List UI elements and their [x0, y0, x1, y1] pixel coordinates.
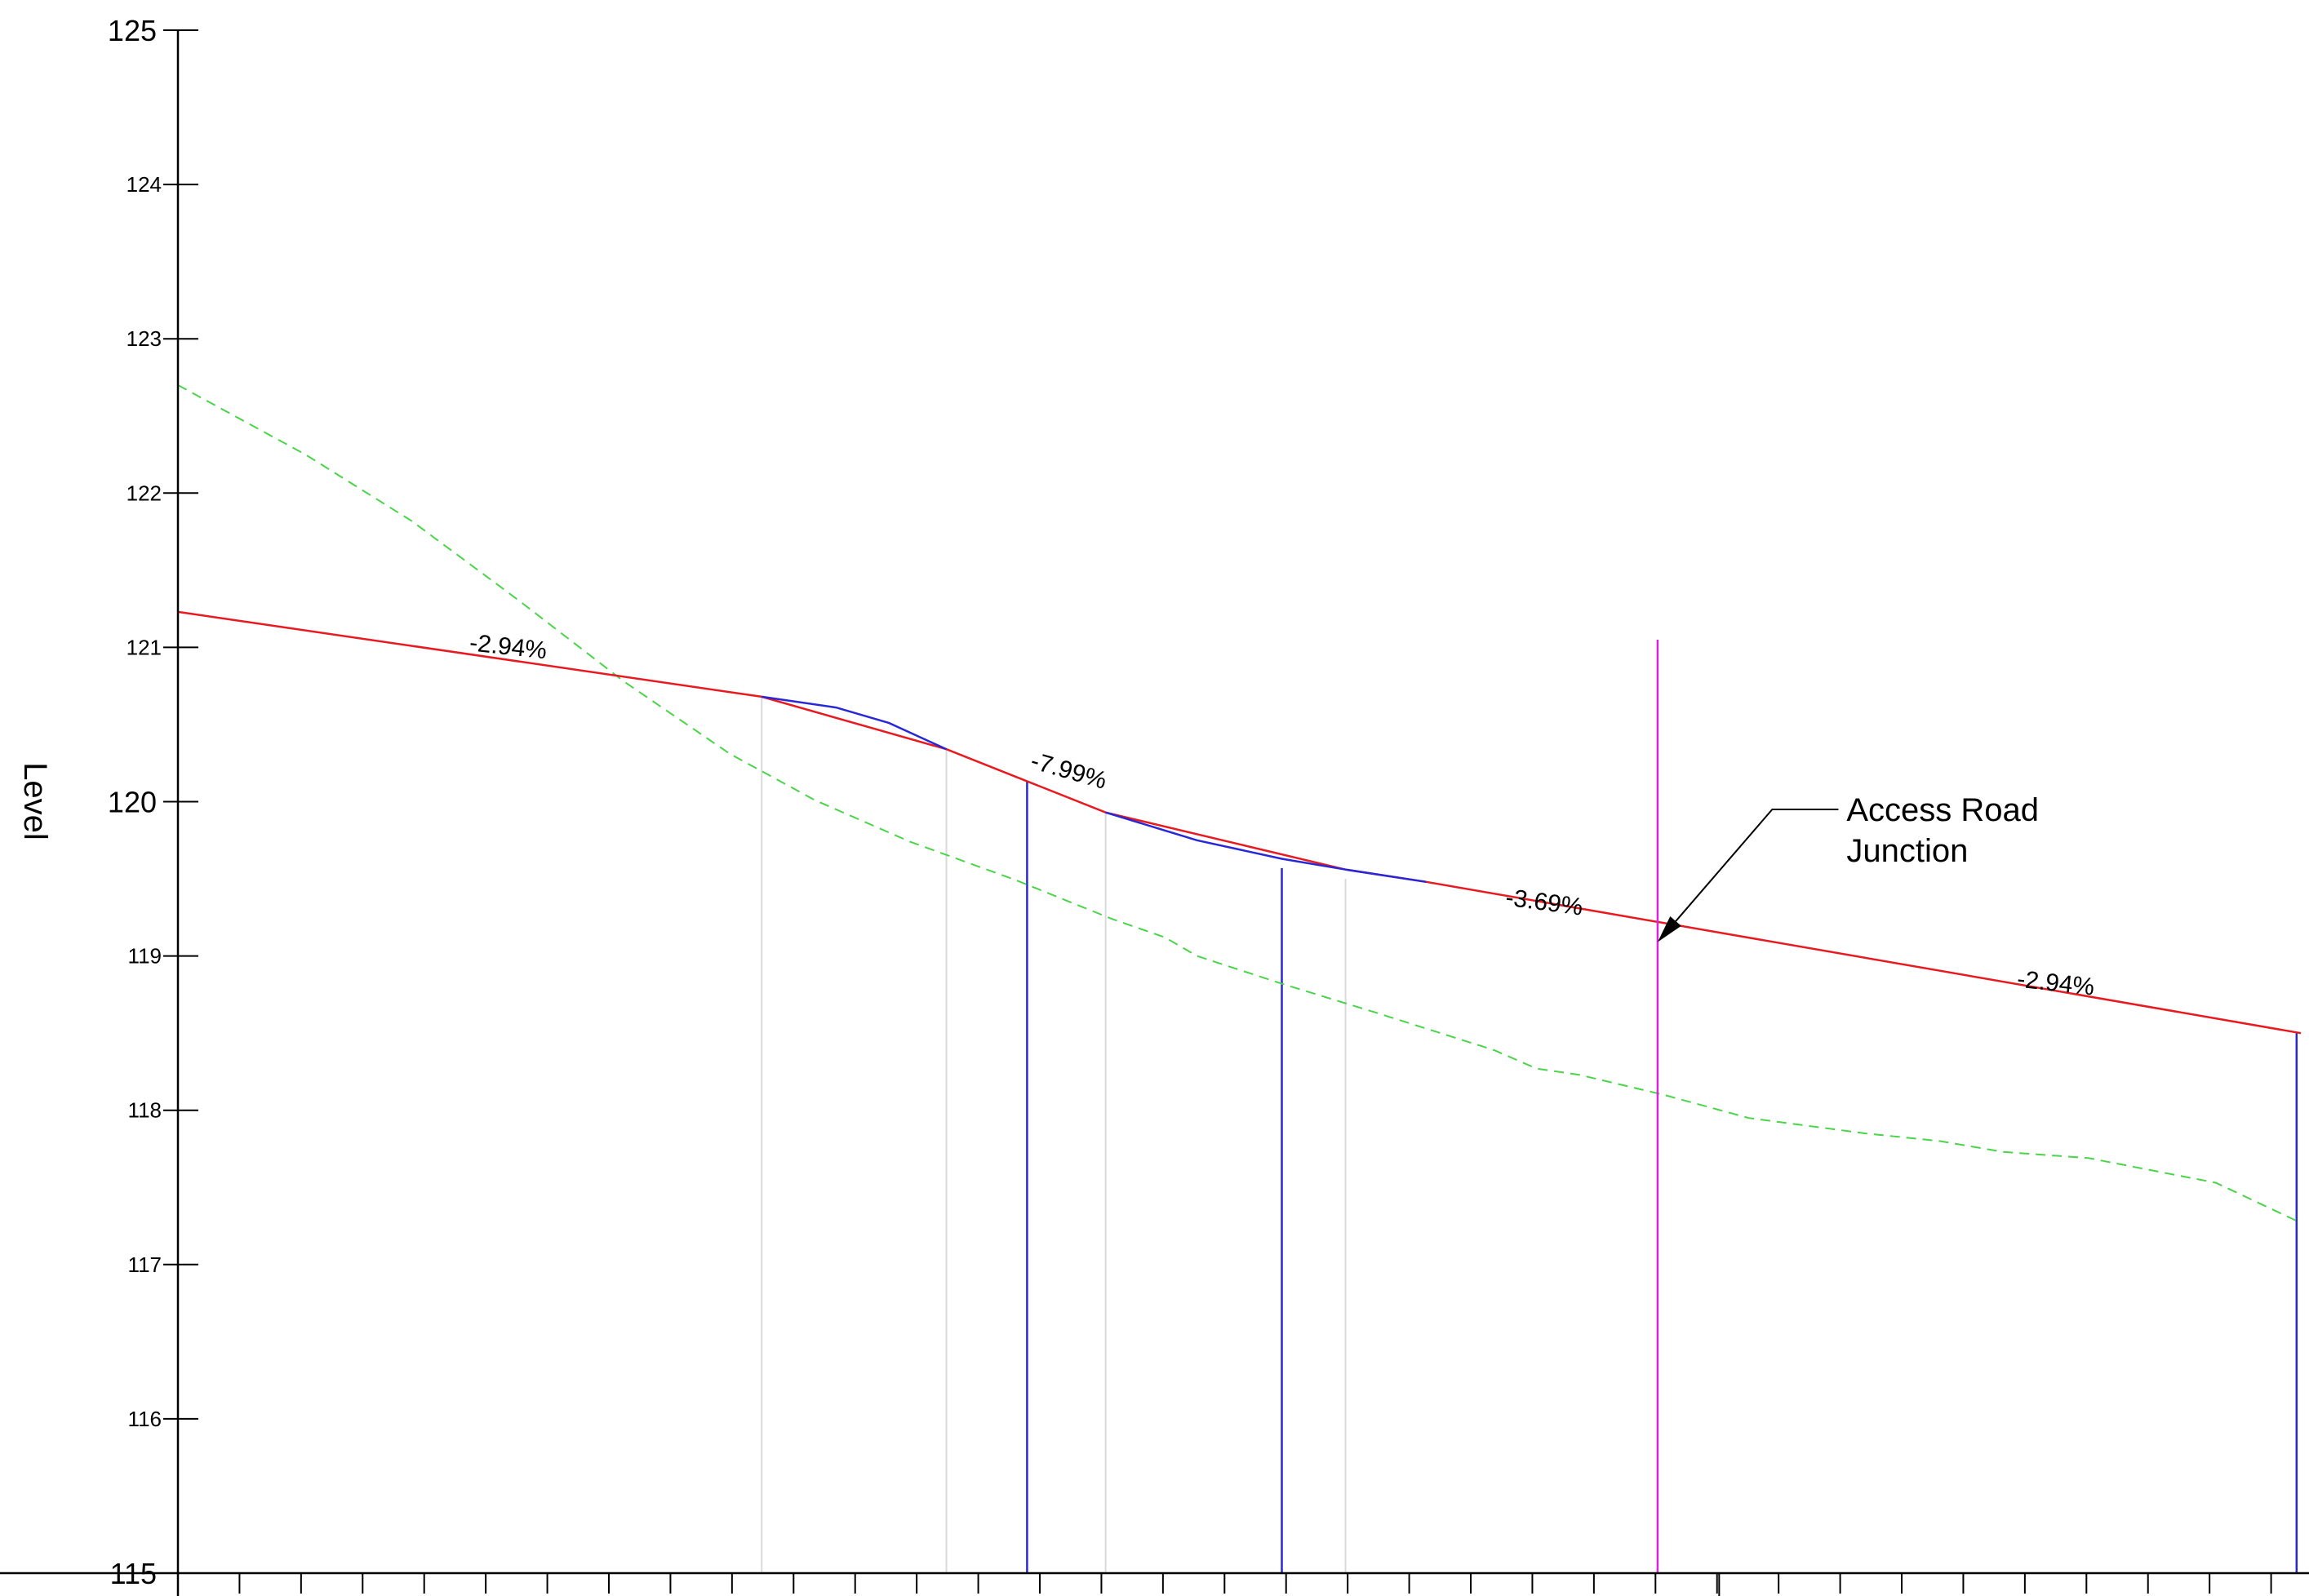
- y-tick-label-117: 117: [128, 1252, 162, 1277]
- grade-label-3: -2.94%: [2016, 966, 2096, 1001]
- grade-label-2: -3.69%: [1504, 884, 1585, 920]
- y-tick-label-124: 124: [127, 172, 162, 197]
- existing-ground-layer: [177, 384, 2302, 1224]
- vertical-curve-1: [1105, 811, 1427, 884]
- axes: 125 124 123 122 121 120 119 118 117 116 115: [0, 14, 2309, 1596]
- y-axis-title: Level: [17, 762, 53, 840]
- y-tick-label-115: 115: [110, 1557, 157, 1590]
- vertical-curve-layer: [762, 695, 1427, 884]
- y-tick-label-116: 116: [128, 1407, 162, 1431]
- y-tick-label-121: 121: [127, 635, 162, 659]
- station-lines: [761, 696, 2298, 1573]
- y-tick-label-118: 118: [128, 1098, 162, 1123]
- y-tick-label-123: 123: [127, 326, 162, 351]
- grade-label-1: -7.99%: [1028, 747, 1109, 795]
- y-tick-label-122: 122: [127, 481, 162, 505]
- y-tick-label-119: 119: [128, 944, 162, 969]
- y-tick-label-120: 120: [108, 786, 157, 819]
- annotation-leader-0: [1668, 808, 1839, 930]
- existing-ground-line: [177, 384, 2302, 1224]
- annotations: Access Road Junction: [1657, 792, 2039, 942]
- y-tick-label-125: 125: [108, 14, 157, 47]
- annotation-arrowhead-0: [1657, 916, 1681, 942]
- grade-label-0: -2.94%: [468, 629, 548, 664]
- annotation-text-line-1: Junction: [1846, 833, 1968, 869]
- annotation-text-line-0: Access Road: [1846, 792, 2039, 828]
- vertical-curve-0: [762, 695, 948, 751]
